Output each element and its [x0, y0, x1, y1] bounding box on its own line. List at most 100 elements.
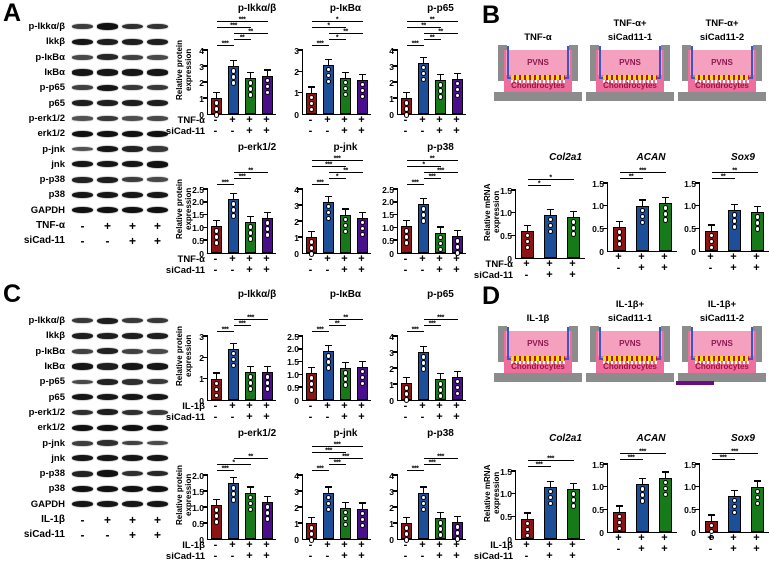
y-tick-label: 1	[389, 93, 394, 104]
blot-band	[147, 348, 168, 354]
significance-line: **	[328, 168, 363, 175]
y-axis: 0 0.5 1.0 1.5 2.0 2.5	[284, 332, 302, 404]
significance-line: ***	[233, 315, 268, 322]
treatment-row: TNF-α + + +	[486, 259, 584, 271]
data-point-dot	[420, 354, 427, 360]
error-bar-cap	[264, 496, 271, 498]
error-bar	[639, 199, 646, 207]
bar-slot	[415, 336, 432, 400]
treatment-row: - - + +	[397, 265, 465, 276]
blot-lane	[70, 451, 95, 466]
data-point-dot	[754, 226, 761, 232]
blot-lane	[95, 187, 120, 202]
error-bar-stem	[549, 481, 552, 488]
y-tick-label: 1.0	[192, 222, 204, 233]
significance-lines: ******	[208, 441, 276, 475]
blot-band	[72, 470, 93, 477]
blot-lane	[120, 126, 145, 141]
y-axis: 0 1 2 3 4	[379, 471, 397, 543]
significance-stars: ***	[221, 40, 229, 48]
data-point-dot	[547, 228, 554, 235]
blot-lane	[145, 344, 170, 359]
y-tick-label: 0	[199, 109, 204, 120]
data-point-dot	[639, 207, 646, 214]
treatment-symbol: +	[358, 411, 365, 423]
blot-lane	[145, 466, 170, 481]
data-point-dot	[247, 386, 254, 392]
blot-band	[97, 348, 118, 355]
data-point-dot	[325, 506, 332, 513]
blot-treatment-symbol: +	[128, 218, 136, 233]
bar-slot	[354, 50, 371, 114]
error-bar-stem	[422, 57, 425, 64]
significance-lines: ******	[608, 446, 677, 464]
error-bar-stem	[327, 346, 330, 353]
y-tick-mark	[695, 485, 700, 488]
error-bar-cap	[359, 502, 366, 504]
blot-lane	[70, 126, 95, 141]
data-point-dot	[731, 218, 738, 224]
significance-line: ***	[423, 315, 458, 322]
treatment-row: siCad-11- + +	[474, 270, 584, 282]
y-tick-label: 0.5	[192, 518, 204, 529]
error-bar	[264, 69, 271, 77]
error-bar	[342, 361, 349, 369]
y-tick-mark	[393, 65, 398, 67]
data-point-dot	[616, 513, 623, 520]
error-bar-stem	[456, 371, 459, 378]
data-point-dot	[359, 368, 366, 375]
blot-band	[147, 38, 168, 45]
error-bar	[420, 198, 427, 206]
treatment-symbol: -	[403, 114, 408, 126]
data-point-dot	[342, 509, 349, 516]
significance-line: ***	[311, 41, 329, 48]
data-point-dot	[230, 362, 237, 369]
data-point-dot	[213, 380, 220, 387]
data-point-dot	[420, 206, 427, 212]
treatment-symbol: +	[358, 114, 365, 126]
blot-lane	[70, 34, 95, 49]
data-point-dot	[437, 526, 444, 532]
bar-slot	[516, 471, 539, 539]
treatment-symbol: -	[616, 262, 621, 274]
data-point-dot	[662, 491, 669, 498]
data-point-dot	[308, 381, 315, 387]
blot-lane	[95, 435, 120, 450]
significance-stars: ***	[411, 179, 419, 187]
blot-lane	[145, 126, 170, 141]
data-point-dot	[342, 79, 349, 86]
y-tick-mark	[393, 351, 398, 353]
y-tick-label: 1.5	[684, 459, 696, 470]
bar	[435, 379, 446, 400]
y-tick-label: 3	[199, 331, 204, 342]
bar	[401, 226, 412, 253]
transwell-diagram: TNF-α PVNS Chondrocytes	[494, 12, 582, 101]
pvns-cell-layer	[695, 356, 749, 361]
significance-stars: ***	[731, 448, 738, 456]
well-condition-title: TNF-α	[524, 12, 551, 45]
error-bar-stem	[756, 207, 759, 214]
blot-band	[97, 470, 118, 477]
chart-a-p-p38: p-p38 0 0.5 1.0 1.5 2.0 2.5 *** *** *** * ** - + + + - - +…	[379, 142, 466, 276]
bar-slot	[337, 50, 354, 114]
bar-slot	[337, 189, 354, 253]
data-point-dot	[325, 209, 332, 216]
data-point-dot	[420, 366, 427, 372]
treatment-symbol: +	[753, 262, 760, 274]
significance-stars: **	[429, 34, 435, 42]
error-bar	[308, 516, 315, 524]
data-point-dot	[437, 520, 444, 526]
blot-lane	[70, 420, 95, 435]
significance-line: ***	[527, 456, 574, 463]
treatment-symbol: +	[246, 264, 253, 276]
y-tick-label: 2.5	[382, 184, 394, 195]
chart-main: 0 0.5 1.0 1.5 ** ***	[589, 165, 677, 256]
error-bar-cap	[403, 516, 410, 518]
y-tick-mark	[511, 211, 516, 214]
error-bar	[247, 216, 254, 224]
blot-band	[97, 176, 118, 183]
bar-slot	[723, 183, 746, 251]
bar	[245, 372, 256, 400]
plot-area: * *	[511, 175, 585, 259]
data-point-dot	[454, 530, 461, 536]
